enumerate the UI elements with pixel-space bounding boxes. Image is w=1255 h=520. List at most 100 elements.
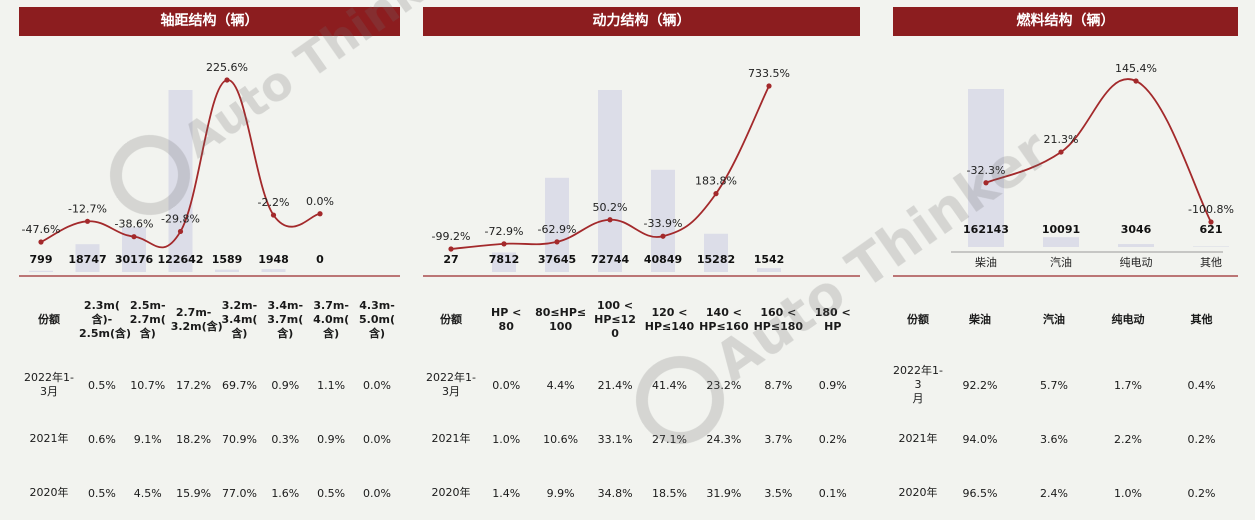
growth-point-2 [554,239,559,244]
table-header-share: 份额 [893,282,943,358]
growth-point-1 [501,241,506,246]
table-cell: 69.7% [217,358,263,412]
bar-value-1: 18747 [68,253,106,266]
growth-label-5: -2.2% [258,196,290,209]
table-row-label: 2020年 [19,466,79,520]
bar-5 [262,269,286,272]
table-header-cell: 2.3m(含)-2.5m(含) [79,282,125,358]
wheelbase-chart: -47.6%-12.7%-38.6%-29.8%225.6%-2.2%0.0%7… [19,36,400,276]
table-cell: 10.6% [533,412,587,466]
table-cell: 1.4% [479,466,533,520]
growth-label-3: 50.2% [593,201,628,214]
growth-label-1: 21.3% [1044,133,1079,146]
growth-label-2: -38.6% [115,218,154,231]
table-cell: 0.9% [308,412,354,466]
table-header-cell: 180 <HP [806,282,860,358]
table-row-label: 2022年1-3月 [423,358,479,412]
table-cell: 2.4% [1017,466,1091,520]
table-header-cell: 2.5m-2.7m(含) [125,282,171,358]
growth-point-1 [1058,149,1063,154]
bar-value-1: 10091 [1042,223,1080,236]
table-cell: 0.1% [806,466,860,520]
table-cell: 0.5% [79,358,125,412]
table-row-label: 2021年 [19,412,79,466]
bar-value-6: 0 [316,253,324,266]
bar-6 [757,268,781,272]
bar-value-2: 30176 [115,253,154,266]
table-cell: 18.5% [642,466,696,520]
table-row-label: 2021年 [893,412,943,466]
table-cell: 0.9% [262,358,308,412]
fuel-title: 燃料结构（辆） [893,7,1238,36]
table-cell: 34.8% [588,466,642,520]
bar-4 [215,270,239,272]
growth-label-1: -12.7% [68,202,107,215]
growth-point-4 [224,77,229,82]
bar-value-0: 799 [30,253,53,266]
table-cell: 0.2% [806,412,860,466]
growth-label-4: -33.9% [644,217,683,230]
category-label-3: 其他 [1200,256,1222,269]
table-header-share: 份额 [423,282,479,358]
bar-value-3: 621 [1200,223,1223,236]
table-header-cell: 3.7m-4.0m(含) [308,282,354,358]
table-cell: 77.0% [217,466,263,520]
growth-label-5: 183.8% [695,175,737,188]
bar-3 [598,90,622,272]
table-cell: 33.1% [588,412,642,466]
growth-label-6: 733.5% [748,67,790,80]
table-cell: 96.5% [943,466,1017,520]
table-cell: 24.3% [697,412,751,466]
growth-label-4: 225.6% [206,61,248,74]
table-cell: 1.1% [308,358,354,412]
bar-0 [29,271,53,272]
table-header-cell: 3.4m-3.7m(含) [262,282,308,358]
table-header-cell: 汽油 [1017,282,1091,358]
growth-point-6 [317,211,322,216]
growth-point-5 [271,212,276,217]
table-cell: 8.7% [751,358,805,412]
growth-label-1: -72.9% [485,225,524,238]
bar-value-5: 1948 [258,253,289,266]
table-header-cell: 4.3m-5.0m(含) [354,282,400,358]
table-header-cell: 2.7m-3.2m(含) [171,282,217,358]
growth-point-2 [1133,78,1138,83]
table-cell: 9.9% [533,466,587,520]
table-cell: 18.2% [171,412,217,466]
table-cell: 0.6% [79,412,125,466]
table-cell: 9.1% [125,412,171,466]
table-cell: 94.0% [943,412,1017,466]
table-cell: 15.9% [171,466,217,520]
table-cell: 3.6% [1017,412,1091,466]
growth-label-3: -29.8% [161,212,200,225]
table-cell: 41.4% [642,358,696,412]
table-header-cell: 柴油 [943,282,1017,358]
growth-point-4 [660,234,665,239]
table-cell: 1.0% [479,412,533,466]
table-cell: 0.9% [806,358,860,412]
table-cell: 0.2% [1165,412,1238,466]
bar-value-3: 72744 [591,253,630,266]
bar-value-5: 15282 [697,253,735,266]
table-cell: 2.2% [1091,412,1165,466]
table-cell: 1.7% [1091,358,1165,412]
bar-3 [1193,246,1229,247]
growth-point-5 [713,191,718,196]
table-cell: 17.2% [171,358,217,412]
growth-label-0: -47.6% [22,223,61,236]
growth-point-3 [607,217,612,222]
table-cell: 31.9% [697,466,751,520]
growth-point-0 [448,246,453,251]
table-header-cell: 纯电动 [1091,282,1165,358]
power-title: 动力结构（辆） [423,7,860,36]
growth-label-0: -32.3% [967,164,1006,177]
table-cell: 10.7% [125,358,171,412]
